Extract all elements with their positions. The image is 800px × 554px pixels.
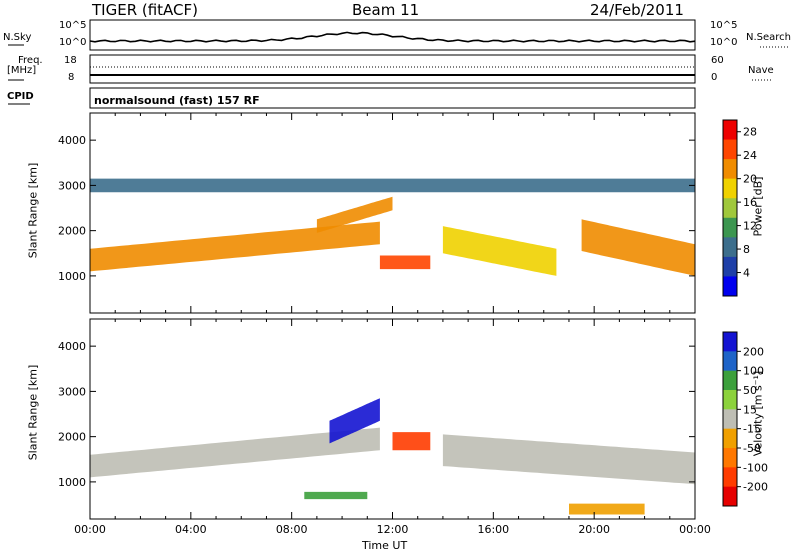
beam-title: Beam 11	[352, 1, 420, 19]
ylabel-bottom: Slant Range [km]	[26, 364, 40, 461]
power-colorbar	[722, 119, 738, 297]
heatmap-region	[90, 427, 380, 478]
heatmap-region	[392, 432, 431, 451]
xlabel: Time UT	[362, 539, 408, 552]
cpid-label: CPID	[7, 91, 34, 102]
ylabel-top: Slant Range [km]	[26, 162, 40, 259]
colorbar-swatch	[723, 139, 737, 160]
nsky-trace	[89, 31, 696, 43]
colorbar-tick-label: -15	[743, 423, 761, 436]
colorbar-swatch	[723, 370, 737, 391]
power-heatmap	[90, 178, 695, 276]
velocity-plot-frame	[89, 318, 696, 520]
date-title: 24/Feb/2011	[590, 1, 684, 19]
freq-label: Freq.	[18, 55, 43, 66]
station-title: TIGER (fitACF)	[92, 1, 199, 19]
heatmap-region	[90, 221, 380, 272]
x-tick-label: 20:00	[578, 523, 610, 536]
x-tick-label: 12:00	[377, 523, 409, 536]
cpid-frame	[89, 87, 696, 109]
colorbar-swatch	[723, 217, 737, 238]
colorbar-swatch	[723, 428, 737, 449]
y-tick-label: 4000	[58, 134, 86, 147]
colorbar-swatch	[723, 256, 737, 277]
heatmap-region	[379, 255, 431, 270]
colorbar-swatch	[723, 159, 737, 180]
colorbar-frame	[722, 331, 738, 507]
y-tick-label: 1000	[58, 476, 86, 489]
nave-tick-top: 60	[711, 55, 724, 66]
colorbar-swatch	[723, 198, 737, 219]
nsearch-label: N.Search	[746, 32, 792, 43]
x-tick-label: 04:00	[175, 523, 207, 536]
colorbar-swatch	[723, 486, 737, 507]
nsearch-tick-top: 10^5	[710, 20, 738, 31]
heatmap-region	[581, 219, 695, 276]
y-tick-label: 2000	[58, 225, 86, 238]
colorbar-tick-label: 20	[743, 173, 757, 186]
y-tick-label: 4000	[58, 340, 86, 353]
x-tick-label: 00:00	[679, 523, 711, 536]
heatmap-region	[304, 491, 368, 500]
colorbar-swatch	[723, 448, 737, 468]
colorbar-swatch	[723, 409, 737, 430]
colorbar-swatch	[723, 276, 737, 297]
heatmap-region	[316, 196, 393, 233]
colorbar-velocity-label: Velocity [m s⁻¹]	[751, 370, 765, 457]
colorbar-tick-label: 12	[743, 220, 757, 233]
colorbar-tick-label: 4	[743, 267, 750, 280]
colorbar-swatch	[723, 237, 737, 258]
colorbar-frame	[722, 119, 738, 297]
power-plot-frame	[89, 112, 696, 314]
nsearch-tick-bottom: 10^0	[710, 37, 738, 48]
freq-tick-top: 18	[64, 55, 77, 66]
velocity-colorbar	[722, 331, 738, 507]
y-tick-label: 3000	[58, 179, 86, 192]
nsky-label: N.Sky	[3, 32, 32, 43]
nsky-frame	[89, 19, 696, 51]
colorbar-tick-label: 15	[743, 403, 757, 416]
y-tick-label: 2000	[58, 431, 86, 444]
freq-tick-bottom: 8	[68, 72, 75, 83]
colorbar-tick-label: -50	[743, 442, 761, 455]
freq-frame	[89, 54, 696, 84]
colorbar-power-label: Power [dB]	[751, 176, 765, 237]
x-tick-label: 00:00	[74, 523, 106, 536]
colorbar-tick-label: 28	[743, 126, 757, 139]
colorbar-tick-label: 50	[743, 384, 757, 397]
freq-unit-label: [MHz]	[7, 65, 37, 76]
colorbar-tick-label: 8	[743, 243, 750, 256]
nsky-tick-bottom: 10^0	[59, 37, 87, 48]
heatmap-region	[90, 178, 695, 193]
colorbar-swatch	[723, 120, 737, 141]
colorbar-swatch	[723, 178, 737, 199]
heatmap-region	[569, 503, 645, 515]
heatmap-region	[442, 434, 695, 485]
nave-label: Nave	[748, 65, 774, 76]
x-tick-label: 08:00	[276, 523, 308, 536]
colorbar-swatch	[723, 467, 737, 488]
colorbar-swatch	[723, 390, 737, 410]
nave-tick-bottom: 0	[711, 72, 718, 83]
y-tick-label: 3000	[58, 385, 86, 398]
y-tick-label: 1000	[58, 270, 86, 283]
colorbar-tick-label: -100	[743, 461, 768, 474]
colorbar-tick-label: 100	[743, 365, 764, 378]
colorbar-swatch	[723, 351, 737, 372]
x-tick-label: 16:00	[477, 523, 509, 536]
heatmap-region	[442, 226, 557, 276]
nsky-tick-top: 10^5	[59, 20, 87, 31]
colorbar-swatch	[723, 332, 737, 352]
colorbar-tick-label: 16	[743, 196, 757, 209]
colorbar-tick-label: -200	[743, 481, 768, 494]
colorbar-tick-label: 200	[743, 345, 764, 358]
heatmap-region	[329, 398, 380, 444]
cpid-text: normalsound (fast) 157 RF	[94, 94, 260, 107]
colorbar-tick-label: 24	[743, 149, 757, 162]
velocity-heatmap	[90, 398, 695, 515]
